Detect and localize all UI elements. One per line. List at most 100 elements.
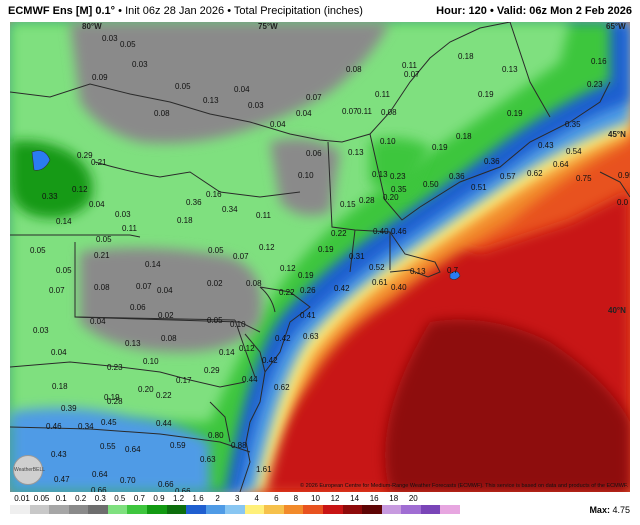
precip-value: 0.21 (91, 158, 107, 167)
precip-value: 0.13 (125, 339, 141, 348)
precip-value: 0.0 (617, 198, 629, 207)
precip-value: 0.61 (372, 278, 388, 287)
precip-value: 0.95 (618, 171, 630, 180)
precip-value: 0.03 (33, 326, 49, 335)
legend-swatch (342, 505, 363, 514)
precip-value: 0.26 (300, 286, 316, 295)
precip-value: 0.39 (61, 404, 77, 413)
legend-tick-label: 0.3 (94, 494, 106, 503)
legend-swatch (244, 505, 265, 514)
lon-75w-label: 75°W (258, 22, 278, 31)
precip-value: 0.05 (96, 235, 112, 244)
legend-swatch (440, 505, 461, 514)
legend-tick-label: 3 (234, 494, 240, 503)
precip-value: 0.19 (318, 245, 334, 254)
init-time: Init 06z 28 Jan 2026 (125, 5, 225, 17)
precip-value: 0.80 (208, 431, 224, 440)
legend-tick-label: 4 (254, 494, 260, 503)
legend-swatch (205, 505, 226, 514)
precip-value: 0.13 (410, 267, 426, 276)
legend-swatch (29, 505, 50, 514)
precip-value: 0.04 (89, 200, 105, 209)
precip-value: 0.05 (175, 82, 191, 91)
precip-value: 0.08 (161, 334, 177, 343)
precip-value: 0.62 (274, 383, 290, 392)
precip-value: 0.75 (576, 174, 592, 183)
precip-value: 0.22 (156, 391, 172, 400)
legend-swatch (381, 505, 402, 514)
legend-tick-label: 0.05 (33, 494, 50, 503)
precip-legend: 0.01 0.05 0.1 0.2 0.3 0.5 0.7 0.9 1.2 1.6 2 3 4 6 8 10 1… (10, 494, 630, 524)
precip-value: 0.63 (200, 455, 216, 464)
precip-value: 0.66 (91, 486, 107, 492)
legend-tick-label: 0.01 (14, 494, 30, 503)
legend-swatch (88, 505, 109, 514)
precip-value: 0.33 (42, 192, 58, 201)
precip-value: 0.04 (270, 120, 286, 129)
legend-tick-label: 10 (311, 494, 320, 503)
legend-tick-label: 0.1 (55, 494, 67, 503)
precip-value: 1.61 (256, 465, 272, 474)
precip-value: 0.19 (298, 271, 314, 280)
legend-swatch (146, 505, 168, 514)
header-left: ECMWF Ens [M] 0.1° • Init 06z 28 Jan 202… (8, 5, 363, 17)
precip-value: 0.57 (500, 172, 516, 181)
precip-value: 0.03 (115, 210, 131, 219)
precip-value: 0.42 (262, 356, 278, 365)
legend-tick-label: 1.2 (172, 494, 185, 503)
legend-swatch (127, 505, 148, 514)
legend-tick-label: 0.2 (75, 494, 87, 503)
precip-value: 0.23 (390, 172, 406, 181)
precip-value: 0.28 (359, 196, 375, 205)
valid-time: Valid: 06z Mon 2 Feb 2026 (496, 5, 632, 17)
legend-swatch (10, 505, 31, 514)
precip-value: 0.40 (373, 227, 389, 236)
legend-tick-label: 1.6 (192, 494, 204, 503)
precip-value: 0.31 (349, 252, 365, 261)
precip-value: 0.06 (306, 149, 322, 158)
precip-value: 0.12 (239, 344, 255, 353)
precip-value: 0.13 (348, 148, 364, 157)
precip-value: 0.18 (458, 52, 474, 61)
precip-value: 0.07 (306, 93, 322, 102)
legend-tick-label: 8 (293, 494, 299, 503)
legend-tick-label: 14 (350, 494, 360, 503)
precip-value: 0.08 (346, 65, 362, 74)
precip-value: 0.04 (234, 85, 250, 94)
lon-80w-label: 80°W (82, 22, 102, 31)
precip-value: 0.22 (279, 288, 295, 297)
precip-field (10, 22, 630, 492)
model-name: ECMWF Ens [M] 0.1° (8, 5, 116, 17)
precip-value: 0.11 (375, 90, 391, 99)
legend-tick-label: 12 (330, 494, 340, 503)
legend-tick-label: 20 (408, 494, 418, 503)
precip-value: 0.17 (176, 376, 192, 385)
precip-value: 0.12 (72, 185, 88, 194)
lon-65w-label: 65°W (606, 22, 626, 31)
precip-value: 0.12 (259, 243, 275, 252)
precip-value: 0.23 (107, 363, 123, 372)
legend-swatch (362, 505, 383, 514)
precip-value: 0.66 (175, 487, 191, 492)
precip-value: 0.51 (471, 183, 487, 192)
precip-value: 0.55 (100, 442, 116, 451)
precip-value: 0.19 (432, 143, 448, 152)
geographic-borders (10, 22, 630, 492)
header-right: Hour: 120 • Valid: 06z Mon 2 Feb 2026 (436, 5, 632, 17)
legend-swatch (264, 505, 285, 514)
precip-value: 0.14 (219, 348, 235, 357)
precip-value: 0.10 (298, 171, 314, 180)
max-label: Max: (589, 505, 610, 515)
precip-value: 0.18 (52, 382, 68, 391)
precip-value: 0.05 (56, 266, 72, 275)
precip-value: 0.05 (208, 246, 224, 255)
precip-value: 0.41 (300, 311, 316, 320)
precip-value: 0.34 (78, 422, 94, 431)
legend-swatch (323, 505, 344, 514)
precip-value: 0.46 (46, 422, 62, 431)
precip-value: 0.04 (296, 109, 312, 118)
precip-value: 0.02 (207, 279, 223, 288)
precip-value: 0.88 (231, 441, 247, 450)
legend-tick-label: 2 (215, 494, 220, 503)
precip-value: 0.34 (222, 205, 238, 214)
